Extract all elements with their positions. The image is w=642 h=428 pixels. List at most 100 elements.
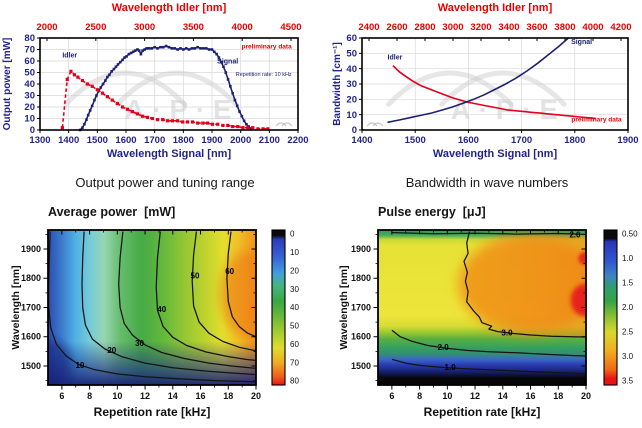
series-marker (196, 121, 200, 125)
series-marker (217, 56, 221, 59)
y-tick-label: 1600 (351, 332, 371, 342)
ape-mini-logo (366, 122, 384, 127)
contour-label: 2.0 (569, 230, 581, 239)
series-marker (100, 91, 105, 95)
contour-line (155, 231, 256, 362)
x-tick-label: 16 (196, 391, 206, 401)
series-marker (238, 110, 241, 113)
contour-line (391, 329, 586, 357)
x-tick-label: 10 (442, 391, 452, 401)
series-marker (167, 45, 171, 49)
x-tick-label: 14 (498, 391, 508, 401)
annotation-idler: Idler (388, 54, 403, 61)
colorbar (603, 229, 618, 386)
y-tick-label: 1900 (351, 244, 371, 254)
x-tick-label: 1500 (87, 135, 108, 146)
heatmap-blob (48, 339, 72, 385)
top-axis-tick-label: 3500 (183, 22, 204, 33)
signal-series (387, 37, 569, 124)
colorbar-label: 2.0 (622, 303, 634, 312)
series-marker (99, 86, 103, 89)
watermark-mountain (366, 122, 378, 127)
top-axis-tick-label: 2400 (358, 22, 379, 33)
contour-level-2.0: 2.0 (391, 230, 586, 239)
series-marker (115, 101, 119, 106)
colorbar-label: 2.5 (622, 328, 634, 337)
y-tick-label: 1700 (351, 302, 371, 312)
series-marker (231, 124, 235, 129)
annotation-idler: Idler (62, 53, 77, 60)
series-marker (72, 73, 76, 77)
colorbar (271, 229, 286, 386)
x-tick-label: 2000 (230, 135, 251, 146)
series-marker (181, 120, 185, 124)
y-tick-label: 30 (346, 79, 357, 90)
y-tick-label: 1600 (21, 332, 41, 342)
series-marker (226, 123, 230, 127)
series-marker (93, 98, 96, 102)
series-marker (95, 94, 98, 97)
contour-level-2.0: 2.0 (391, 329, 586, 357)
x-tick-label: 1400 (351, 135, 372, 146)
caption-bandwidth: Bandwidth in wave numbers (405, 175, 569, 190)
top-axis-tick-label: 3000 (134, 22, 155, 33)
series-marker (130, 110, 134, 114)
series-marker (221, 123, 225, 127)
series-marker (206, 121, 210, 125)
series-marker (121, 58, 124, 62)
series-marker (226, 78, 230, 81)
series-marker (236, 124, 240, 129)
x-tick-label: 20 (581, 391, 591, 401)
annotation-signal: Signal (571, 39, 592, 46)
series-marker (60, 126, 64, 130)
series-marker (266, 127, 270, 131)
heatmap-blob (219, 250, 256, 339)
series-marker (147, 47, 151, 50)
x-tick-label: 8 (87, 391, 92, 401)
caption-output-power: Output power and tuning range (75, 175, 255, 190)
x-axis-title: Wavelength Signal [nm] (107, 148, 232, 160)
colorbar-label: 30 (290, 285, 299, 294)
colorbar-label: 1.0 (622, 254, 634, 263)
series-marker (193, 47, 197, 50)
series-marker (127, 52, 131, 56)
contour-label: 40 (157, 305, 166, 314)
series-marker (170, 47, 174, 50)
y-tick-label: 50 (24, 68, 35, 79)
series-marker (256, 127, 260, 131)
x-tick-label: 12 (470, 391, 480, 401)
contour-level-20: 20 (81, 231, 256, 376)
idler-series (392, 65, 597, 120)
series-marker (80, 78, 85, 83)
series-marker (201, 121, 205, 125)
y-axis-title: Output power [mW] (2, 38, 13, 131)
series-marker (170, 119, 175, 123)
series-marker (90, 104, 94, 108)
pulse-energy-map: 2.0 3.0 2.0 1.0 6 8 10 12 14 16 18 20 1500 1600 1700 18… (338, 229, 638, 419)
contour-label: 50 (191, 271, 200, 280)
series-marker (155, 118, 160, 122)
series-marker (131, 50, 135, 54)
colorbar-label: 50 (290, 322, 299, 331)
top-axis-tick-label: 3000 (442, 22, 463, 33)
x-tick-label: 1700 (511, 135, 532, 146)
top-axis-tick-label: 3600 (526, 22, 547, 33)
colorbar-label: 80 (290, 377, 299, 386)
series-marker (196, 45, 199, 49)
top-axis-tick-label: 2000 (36, 22, 57, 33)
contour-line (226, 231, 256, 338)
top-axis-title: Wavelength Idler [nm] (438, 2, 553, 14)
map-body: 2.0 3.0 2.0 1.0 (378, 230, 586, 385)
x-tick-label: 10 (112, 391, 122, 401)
pulse-energy-title: Pulse energy [μJ] (378, 205, 486, 219)
colorbar-label: 3.0 (622, 352, 634, 361)
series-marker (231, 91, 234, 95)
series-marker (86, 113, 90, 117)
series-line (387, 37, 569, 124)
x-tick-label: 16 (526, 391, 536, 401)
series-marker (219, 60, 223, 64)
series-marker (210, 48, 214, 51)
series-marker (173, 47, 177, 50)
series-marker (120, 105, 125, 109)
series-marker (153, 45, 156, 49)
